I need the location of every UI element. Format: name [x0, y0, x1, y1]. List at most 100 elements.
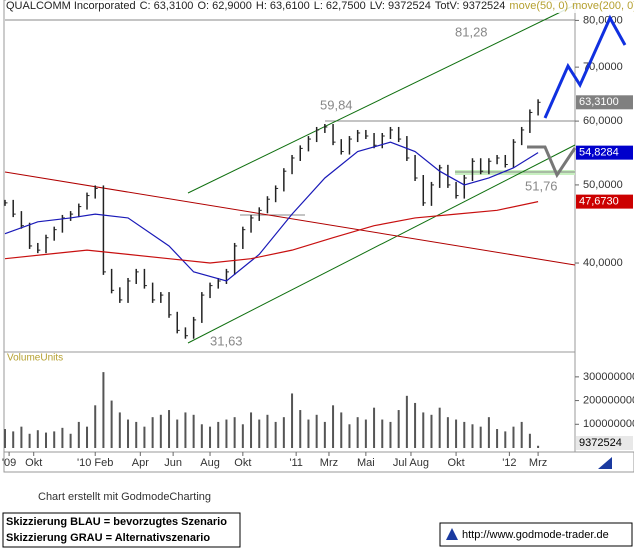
value-tag-label: 9372524: [579, 437, 622, 449]
x-tick-label: Okt: [448, 457, 465, 469]
volume-bar: [258, 419, 261, 448]
volume-bar: [159, 414, 162, 448]
plot: 80,0000 70,0000 60,0000 50,0000 40,0000 '09 Ok…: [2, 14, 634, 469]
volume-bar: [332, 405, 335, 448]
volume-bar: [20, 426, 23, 448]
volume-bar: [192, 414, 195, 448]
volume-bar: [463, 421, 466, 448]
x-tick-label: Jun: [164, 457, 182, 469]
volume-bar: [94, 405, 97, 448]
volume-bar: [110, 400, 113, 448]
volume-bar: [176, 419, 179, 448]
header-item: C: 63,3100: [139, 0, 194, 12]
scenario-grey: [527, 145, 577, 179]
volume-bar: [4, 429, 6, 448]
header-item: move(50, 0): [509, 0, 569, 12]
y-tick-label: 80,0000: [583, 14, 623, 26]
legend-text: Skizzierung GRAU = Alternativszenario: [6, 532, 210, 544]
x-tick-label: Apr: [132, 457, 149, 469]
header-item: O: 62,9000: [197, 0, 252, 12]
x-tick-label: Mrz: [529, 457, 547, 469]
x-tick-label: Okt: [25, 457, 42, 469]
header-item: L: 62,7500: [313, 0, 366, 12]
volume-label: VolumeUnits: [7, 353, 63, 364]
y-tick-label: 200000000: [583, 394, 634, 406]
volume-bar: [28, 433, 31, 448]
url-box: [439, 522, 633, 547]
volume-bar: [266, 414, 269, 448]
volume-bar: [12, 431, 15, 448]
volume-bar: [348, 424, 351, 448]
volume-bar: [340, 412, 343, 448]
annotation: 59,84: [320, 97, 353, 112]
volume-bar: [430, 414, 433, 448]
x-tick-label: Jul Aug: [393, 457, 429, 469]
header-item: TotV: 9372524: [434, 0, 506, 12]
volume-bar: [414, 402, 417, 448]
volume-bar: [504, 431, 507, 448]
legend-text: Skizzierung BLAU = bevorzugtes Szenario: [6, 516, 227, 528]
volume-bar: [397, 410, 400, 448]
credit: Chart erstellt mit GodmodeCharting: [38, 491, 211, 503]
volume-bar: [446, 417, 449, 448]
legend-box: [2, 512, 241, 548]
x-tick-label: '10 Feb: [77, 457, 113, 469]
header-item: LV: 9372524: [369, 0, 431, 12]
y-tick-label: 50,0000: [583, 179, 623, 191]
annotation: 51,76: [525, 178, 558, 193]
x-tick-label: Aug: [200, 457, 220, 469]
volume-bar: [422, 412, 425, 448]
value-tag-label: 47,6730: [579, 196, 619, 208]
volume-bar: [102, 372, 105, 448]
price-panel: [3, 0, 576, 353]
volume-bar: [209, 426, 212, 448]
annotation: 31,63: [210, 333, 243, 348]
value-tag-label: 54,8284: [579, 147, 619, 159]
annotation: 81,28: [455, 24, 488, 39]
volume-bar: [118, 412, 121, 448]
channel-lower: [187, 144, 576, 344]
volume-bar: [471, 424, 474, 448]
y-tick-label: 100000000: [583, 418, 634, 430]
volume-bar: [323, 421, 326, 448]
volume-bar: [217, 421, 220, 448]
volume-bar: [77, 421, 80, 448]
channel-upper: [187, 4, 576, 194]
url[interactable]: http://www.godmode-trader.de: [462, 529, 609, 541]
moving-average: [4, 201, 539, 264]
volume-bar: [496, 429, 499, 448]
volume-bar: [45, 432, 48, 448]
volume-bar: [356, 417, 359, 448]
volume-bar: [381, 419, 384, 448]
x-tick-label: Okt: [234, 457, 251, 469]
volume-bar: [233, 417, 236, 448]
y-tick-label: 60,0000: [583, 115, 623, 127]
volume-bar: [241, 424, 244, 448]
volume-bar: [291, 393, 294, 448]
x-tick-label: '11: [289, 457, 303, 469]
volume-bar: [389, 421, 392, 448]
volume-bar: [307, 419, 310, 448]
volume-bar: [274, 421, 277, 448]
x-tick-label: '12: [502, 457, 516, 469]
volume-bar: [520, 421, 523, 448]
icon: [446, 528, 458, 540]
volume-bar: [299, 410, 302, 448]
volume-bar: [36, 430, 39, 448]
volume-bar: [405, 395, 408, 448]
volume-bar: [455, 419, 458, 448]
volume-bar: [86, 426, 89, 448]
trend-line: [4, 171, 576, 266]
value-tag: [576, 95, 633, 110]
x-tick-label: Mrz: [320, 457, 338, 469]
volume-bar: [373, 407, 376, 448]
volume-bar: [479, 426, 482, 448]
volume-bar: [151, 417, 154, 448]
header: QUALCOMM Incorporated C: 63,3100 O: 62,900…: [6, 0, 634, 13]
scenario-blue: [543, 14, 627, 119]
header-item: QUALCOMM Incorporated: [6, 0, 136, 12]
volume-bar: [364, 419, 367, 448]
y-tick-label: 40,0000: [583, 257, 623, 269]
x-tick-label: Mai: [357, 457, 375, 469]
